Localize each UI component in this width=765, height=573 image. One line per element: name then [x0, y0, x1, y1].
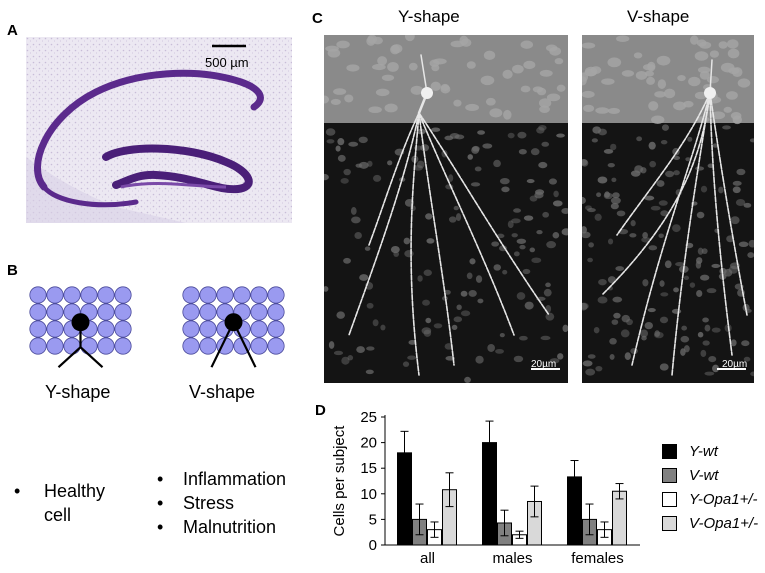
cell-circle	[97, 303, 115, 321]
panel-letter-c: C	[312, 10, 323, 27]
cell-circle	[80, 337, 98, 355]
cell-circle	[114, 286, 132, 304]
healthy-bullet: • Healthy cell	[14, 481, 106, 525]
y-tick-label: 5	[369, 511, 377, 528]
panel-letter-d: D	[315, 402, 326, 419]
x-tick-label: females	[571, 550, 624, 567]
cell-circle	[29, 286, 47, 304]
legend-swatch	[662, 491, 677, 507]
cell-circle	[182, 303, 200, 321]
cell-circle	[250, 303, 268, 321]
scale-label-a: 500 µm	[205, 55, 249, 70]
dendrite-branch	[57, 346, 82, 369]
cell-circle	[80, 286, 98, 304]
cell-circle	[199, 286, 217, 304]
y-tick-label: 15	[360, 460, 377, 477]
stress-factor-list: • Inflammation • Stress • Malnutrition	[157, 469, 287, 537]
legend-item: V-Opa1+/-	[662, 513, 758, 533]
legend-item: Y-Opa1+/-	[662, 489, 758, 509]
y-tick-label: 20	[360, 435, 377, 452]
y-tick-label: 10	[360, 486, 377, 503]
cell-circle	[199, 303, 217, 321]
panel-letter-b: B	[7, 262, 18, 279]
cell-circle	[216, 286, 234, 304]
legend-swatch	[662, 515, 677, 531]
legend-label: Y-Opa1+/-	[689, 490, 758, 508]
v-cell-grid	[182, 286, 285, 368]
factor-malnutrition: Malnutrition	[183, 517, 277, 537]
cell-circle	[250, 286, 268, 304]
cell-circle	[267, 337, 285, 355]
cell-circle	[250, 320, 268, 338]
cell-circle	[182, 286, 200, 304]
y-shape-micrograph	[319, 31, 571, 383]
y-shape-title: Y-shape	[398, 7, 460, 26]
cell-circle	[199, 337, 217, 355]
cell-circle	[199, 320, 217, 338]
y-neuron-dendrites	[348, 54, 550, 376]
cell-circle	[97, 337, 115, 355]
cell-circle	[250, 337, 268, 355]
legend-item: V-wt	[662, 465, 718, 485]
y-tick-label: 25	[360, 409, 377, 426]
scale-label-v: 20µm	[722, 359, 748, 370]
cell-circle	[63, 337, 81, 355]
v-neuron-soma	[704, 87, 716, 99]
y-axis-label: Cells per subject	[331, 425, 348, 537]
cell-circle	[97, 320, 115, 338]
cell-circle	[46, 286, 64, 304]
cell-circle	[267, 286, 285, 304]
cell-circle	[46, 337, 64, 355]
cell-circle	[182, 320, 200, 338]
cell-circle	[29, 337, 47, 355]
cell-circle	[46, 303, 64, 321]
v-shape-title: V-shape	[627, 7, 690, 26]
cell-circle	[97, 286, 115, 304]
legend-label: V-wt	[689, 466, 719, 484]
v-shape-micrograph	[578, 35, 757, 383]
x-tick-label: all	[420, 550, 435, 567]
factor-stress: Stress	[183, 493, 235, 513]
hippocampus-image	[26, 37, 292, 223]
cell-circle	[46, 320, 64, 338]
cell-circle	[29, 320, 47, 338]
cell-circle	[182, 337, 200, 355]
y-neuron-soma	[421, 87, 433, 99]
bar-chart: Cells per subject 0 5 10 15 20 25 all males femal…	[330, 400, 650, 568]
legend-label: V-Opa1+/-	[689, 514, 759, 532]
cell-circle	[267, 303, 285, 321]
chart-legend: Y-wt V-wt Y-Opa1+/- V-Opa1+/-	[662, 441, 762, 551]
y-cell-grid	[29, 286, 132, 369]
factor-inflammation: Inflammation	[183, 469, 287, 489]
legend-swatch	[662, 467, 677, 483]
v-shape-label: V-shape	[189, 382, 256, 402]
dendrite-branch	[232, 321, 257, 368]
x-tick-label: males	[492, 550, 532, 567]
legend-swatch	[662, 443, 677, 459]
cell-circle	[63, 286, 81, 304]
dendrite-branch	[210, 321, 235, 368]
cell-circle	[114, 320, 132, 338]
legend-label: Y-wt	[689, 442, 718, 460]
cell-circle	[29, 303, 47, 321]
cell-circle	[114, 337, 132, 355]
bullet-dot: •	[14, 481, 21, 501]
y-shape-label: Y-shape	[45, 382, 111, 402]
cell-circle	[267, 320, 285, 338]
scale-label-y: 20µm	[531, 359, 557, 370]
cell-circle	[114, 303, 132, 321]
cell-schematic	[28, 285, 308, 405]
cell-circle	[233, 286, 251, 304]
legend-item: Y-wt	[662, 441, 718, 461]
v-neuron-dendrites	[601, 59, 748, 376]
panel-letter-a: A	[7, 22, 18, 39]
y-tick-label: 0	[369, 537, 377, 554]
dendrite-branch	[79, 346, 104, 369]
